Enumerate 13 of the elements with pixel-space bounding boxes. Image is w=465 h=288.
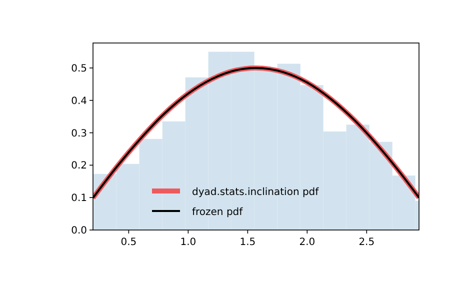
y-tick-label: 0.4 xyxy=(71,96,87,107)
legend-label: frozen pdf xyxy=(192,207,244,218)
y-tick-label: 0.5 xyxy=(71,63,87,74)
y-tick-label: 0.1 xyxy=(71,193,87,204)
x-tick-label: 1.0 xyxy=(180,237,196,248)
x-tick-label: 0.5 xyxy=(120,237,137,248)
x-tick-label: 2.5 xyxy=(358,237,375,248)
y-tick-label: 0.2 xyxy=(71,160,87,172)
x-tick-label: 2.0 xyxy=(299,237,316,248)
x-tick-label: 1.5 xyxy=(240,237,256,248)
y-tick-label: 0.0 xyxy=(71,226,87,236)
legend-label: dyad.stats.inclination pdf xyxy=(192,187,320,198)
y-tick-label: 0.3 xyxy=(71,128,87,140)
